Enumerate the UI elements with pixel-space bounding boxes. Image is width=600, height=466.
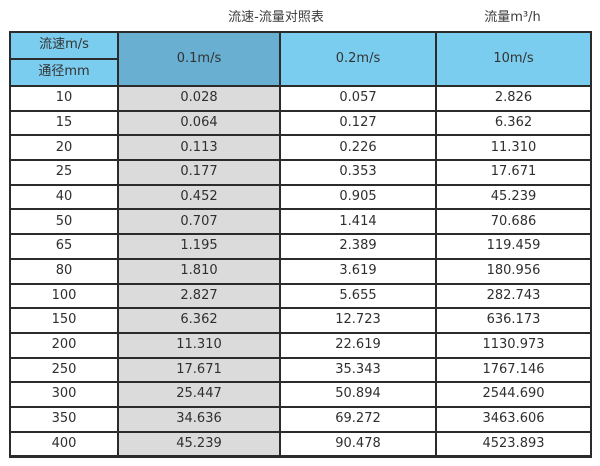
- table-row: 350 34.636 69.272 3463.606: [9, 405, 592, 433]
- flow-value-cell: 0.127: [279, 109, 437, 137]
- flow-value-cell: 1.414: [279, 208, 437, 236]
- flow-value-cell: 282.743: [435, 282, 592, 310]
- diameter-cell: 10: [9, 85, 119, 112]
- diameter-cell: 40: [9, 183, 119, 211]
- flow-value-cell: 0.028: [117, 85, 281, 112]
- table-row: 100 2.827 5.655 282.743: [9, 282, 592, 310]
- diameter-cell: 200: [9, 331, 119, 359]
- diameter-cell: 15: [9, 109, 119, 137]
- table-row: 80 1.810 3.619 180.956: [9, 257, 592, 285]
- diameter-cell: 20: [9, 134, 119, 162]
- flow-value-cell: 2.389: [279, 233, 437, 260]
- flow-value-cell: 0.353: [279, 159, 437, 186]
- diameter-cell: 400: [9, 430, 119, 458]
- flow-value-cell: 5.655: [279, 282, 437, 310]
- flow-value-cell: 0.452: [117, 183, 281, 211]
- flow-value-cell: 1.810: [117, 257, 281, 285]
- flow-value-cell: 0.226: [279, 134, 437, 162]
- flow-value-cell: 3.619: [279, 257, 437, 285]
- table-row: 300 25.447 50.894 2544.690: [9, 381, 592, 408]
- header-col-10ms: 10m/s: [435, 31, 592, 87]
- table-row: 150 6.362 12.723 636.173: [9, 307, 592, 334]
- flow-value-cell: 1.195: [117, 233, 281, 260]
- flow-value-cell: 0.177: [117, 159, 281, 186]
- flow-value-cell: 17.671: [435, 159, 592, 186]
- table-row: 15 0.064 0.127 6.362: [9, 109, 592, 137]
- header-row-velocity: 流速m/s 0.1m/s 0.2m/s 10m/s: [9, 31, 592, 87]
- flow-value-cell: 180.956: [435, 257, 592, 285]
- flow-value-cell: 0.057: [279, 85, 437, 112]
- flow-value-cell: 12.723: [279, 307, 437, 334]
- diameter-cell: 80: [9, 257, 119, 285]
- flow-value-cell: 50.894: [279, 381, 437, 408]
- table-header: 流速m/s 0.1m/s 0.2m/s 10m/s 通径mm: [9, 31, 592, 87]
- diameter-cell: 350: [9, 405, 119, 433]
- corner-velocity-label: 流速m/s: [9, 31, 119, 60]
- flow-value-cell: 4523.893: [435, 430, 592, 458]
- flow-value-cell: 119.459: [435, 233, 592, 260]
- table-row: 200 11.310 22.619 1130.973: [9, 331, 592, 359]
- flow-value-cell: 45.239: [117, 430, 281, 458]
- flow-value-cell: 22.619: [279, 331, 437, 359]
- flow-value-cell: 69.272: [279, 405, 437, 433]
- flow-value-cell: 11.310: [117, 331, 281, 359]
- flow-value-cell: 2.827: [117, 282, 281, 310]
- diameter-cell: 300: [9, 381, 119, 408]
- corner-diameter-label: 通径mm: [9, 58, 119, 87]
- flow-value-cell: 34.636: [117, 405, 281, 433]
- flow-value-cell: 17.671: [117, 356, 281, 384]
- table-row: 25 0.177 0.353 17.671: [9, 159, 592, 186]
- flow-value-cell: 25.447: [117, 381, 281, 408]
- flow-value-cell: 11.310: [435, 134, 592, 162]
- table-row: 10 0.028 0.057 2.826: [9, 85, 592, 112]
- flow-value-cell: 1767.146: [435, 356, 592, 384]
- flow-value-cell: 0.707: [117, 208, 281, 236]
- table-row: 50 0.707 1.414 70.686: [9, 208, 592, 236]
- flow-value-cell: 0.113: [117, 134, 281, 162]
- header-col-0p1ms: 0.1m/s: [117, 31, 281, 87]
- flow-value-cell: 6.362: [435, 109, 592, 137]
- header-col-0p2ms: 0.2m/s: [279, 31, 437, 87]
- table-row: 20 0.113 0.226 11.310: [9, 134, 592, 162]
- flow-value-cell: 2544.690: [435, 381, 592, 408]
- table-row: 400 45.239 90.478 4523.893: [9, 430, 592, 458]
- flow-value-cell: 636.173: [435, 307, 592, 334]
- table-row: 250 17.671 35.343 1767.146: [9, 356, 592, 384]
- diameter-cell: 25: [9, 159, 119, 186]
- flow-value-cell: 90.478: [279, 430, 437, 458]
- flow-value-cell: 2.826: [435, 85, 592, 112]
- flow-unit-label: 流量m³/h: [484, 10, 541, 25]
- page-title: 流速-流量对照表: [228, 10, 324, 25]
- header-row-diameter: 通径mm: [9, 58, 591, 87]
- flow-value-cell: 6.362: [117, 307, 281, 334]
- diameter-cell: 100: [9, 282, 119, 310]
- flow-value-cell: 1130.973: [435, 331, 592, 359]
- diameter-cell: 150: [9, 307, 119, 334]
- flow-value-cell: 35.343: [279, 356, 437, 384]
- table-body: 10 0.028 0.057 2.826 15 0.064 0.127 6.362 20 0.11…: [9, 85, 592, 458]
- flow-value-cell: 45.239: [435, 183, 592, 211]
- caption-row: 流速-流量对照表 流量m³/h: [9, 0, 590, 31]
- flow-value-cell: 0.064: [117, 109, 281, 137]
- diameter-cell: 50: [9, 208, 119, 236]
- flow-value-cell: 70.686: [435, 208, 592, 236]
- diameter-cell: 65: [9, 233, 119, 260]
- table-row: 40 0.452 0.905 45.239: [9, 183, 592, 211]
- velocity-flow-table: 流速m/s 0.1m/s 0.2m/s 10m/s 通径mm 10 0.028 0.…: [9, 31, 592, 459]
- diameter-cell: 250: [9, 356, 119, 384]
- flow-value-cell: 3463.606: [435, 405, 592, 433]
- table-row: 65 1.195 2.389 119.459: [9, 233, 592, 260]
- flow-value-cell: 0.905: [279, 183, 437, 211]
